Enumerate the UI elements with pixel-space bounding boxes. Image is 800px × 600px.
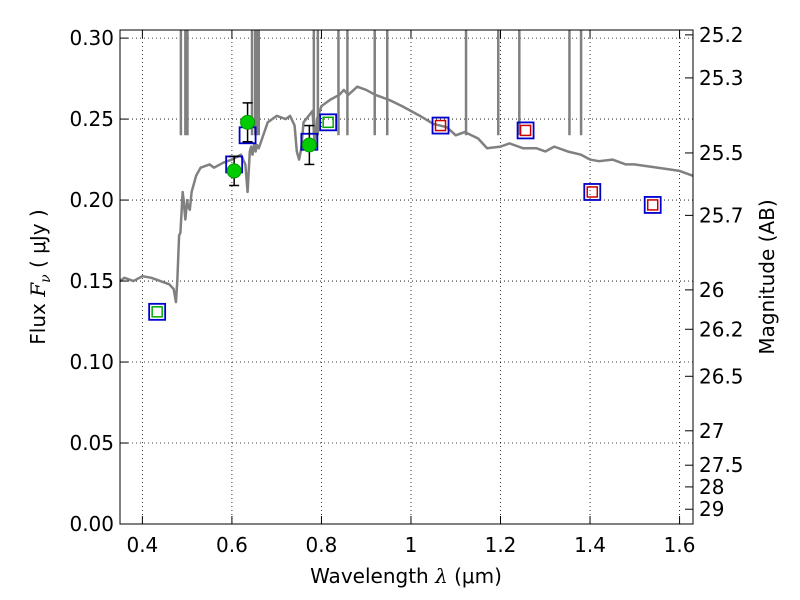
grid [120,30,693,525]
x-tick-label: 1.6 [664,533,696,557]
y2-tick-label: 25.3 [699,66,744,90]
model-photometry-square [643,196,662,214]
spectrum [119,30,694,304]
y2-tick-label: 27 [699,419,724,443]
observed-photometry-square [434,119,447,132]
y2-axis-label: Magnitude (AB) [755,199,779,354]
observed-photometry-square [646,199,659,211]
model-photometry-square [319,113,338,132]
y2-tick-label: 28 [699,475,724,499]
y-tick-label: 0.25 [69,107,114,131]
observed-photometry-square [322,116,334,129]
y2-tick-label: 29 [699,497,724,521]
y2-tick-label: 25.2 [699,23,744,47]
x-tick-label: 1.2 [485,533,517,557]
y-tick-label: 0.10 [69,350,114,374]
observed-flux-dot [240,114,256,130]
y2-tick-label: 25.5 [699,141,744,165]
y2-tick-label: 26 [699,278,724,302]
plot-frame [119,29,694,525]
observed-photometry-square [151,306,163,318]
markers [148,102,662,321]
x-tick-label: 0.6 [216,533,248,557]
model-photometry-square [516,121,535,140]
observed-flux-dot [226,163,242,179]
y-axis-label: Flux Fν ( μJy ) [26,209,54,344]
y2-tick-label: 26.5 [699,364,744,388]
spectrum-line [119,85,694,304]
y-tick-label: 0.30 [69,26,114,50]
x-axis-label: Wavelength λ (μm) [310,564,502,588]
model-photometry-square [148,302,167,321]
x-tick-label: 0.8 [306,533,338,557]
x-tick-label: 0.4 [126,533,158,557]
observed-photometry-square [519,124,532,137]
y2-tick-label: 25.7 [699,203,744,227]
x-tick-label: 1.4 [574,533,606,557]
x-tick-label: 1 [405,533,418,557]
y-tick-label: 0.00 [69,512,114,536]
y-tick-label: 0.05 [69,431,114,455]
observed-photometry-square [586,186,599,198]
observed-flux-dot [301,137,317,153]
y2-tick-label: 26.2 [699,317,744,341]
y2-tick-label: 27.5 [699,453,744,477]
y-tick-label: 0.20 [69,188,114,212]
model-photometry-square [583,183,602,201]
y-tick-label: 0.15 [69,269,114,293]
model-photometry-square [431,116,450,135]
ticks: 0.4 0.6 0.8 1 1.2 1.4 1.6 0.00 0.05 0.10 0.15 0.20 0… [69,23,743,557]
